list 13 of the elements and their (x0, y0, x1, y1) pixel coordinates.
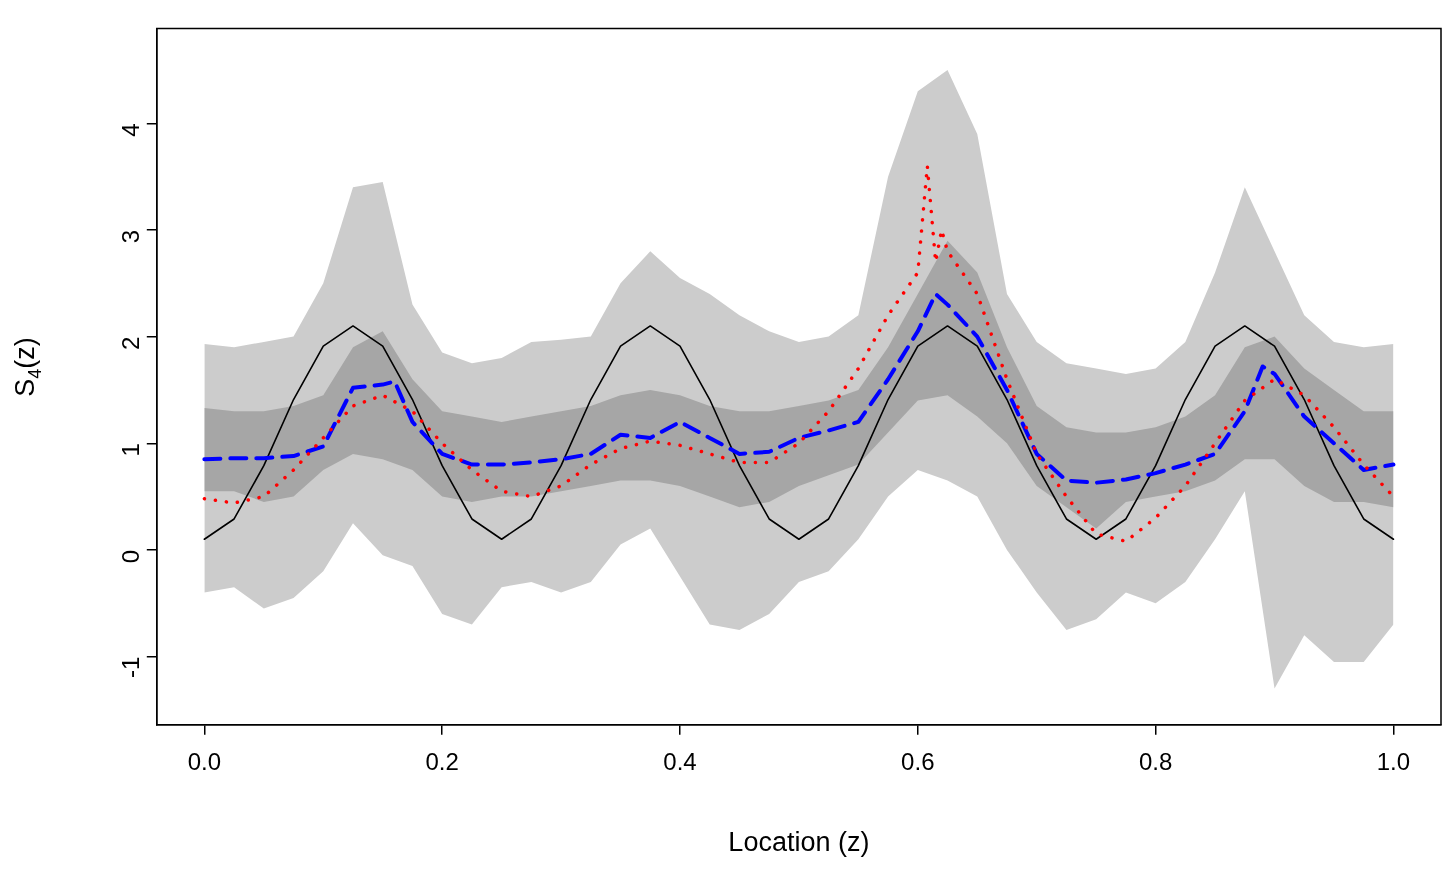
x-tick-label: 1.0 (1376, 747, 1411, 775)
y-tick-label: 0 (117, 549, 145, 564)
x-tick-label: 0.6 (901, 747, 935, 775)
y-tick-label: 3 (117, 229, 145, 244)
x-tick-label: 0.4 (663, 747, 697, 775)
x-tick-label: 0.8 (1138, 747, 1173, 775)
y-tick-label: 1 (117, 443, 145, 457)
x-tick-label: 0.0 (187, 747, 222, 775)
x-axis-title: Location (z) (728, 827, 870, 858)
y-tick-label: 4 (117, 123, 145, 137)
y-tick-label: 2 (117, 336, 145, 350)
y-tick-label: -1 (117, 656, 145, 678)
x-tick-label: 0.2 (425, 747, 459, 775)
